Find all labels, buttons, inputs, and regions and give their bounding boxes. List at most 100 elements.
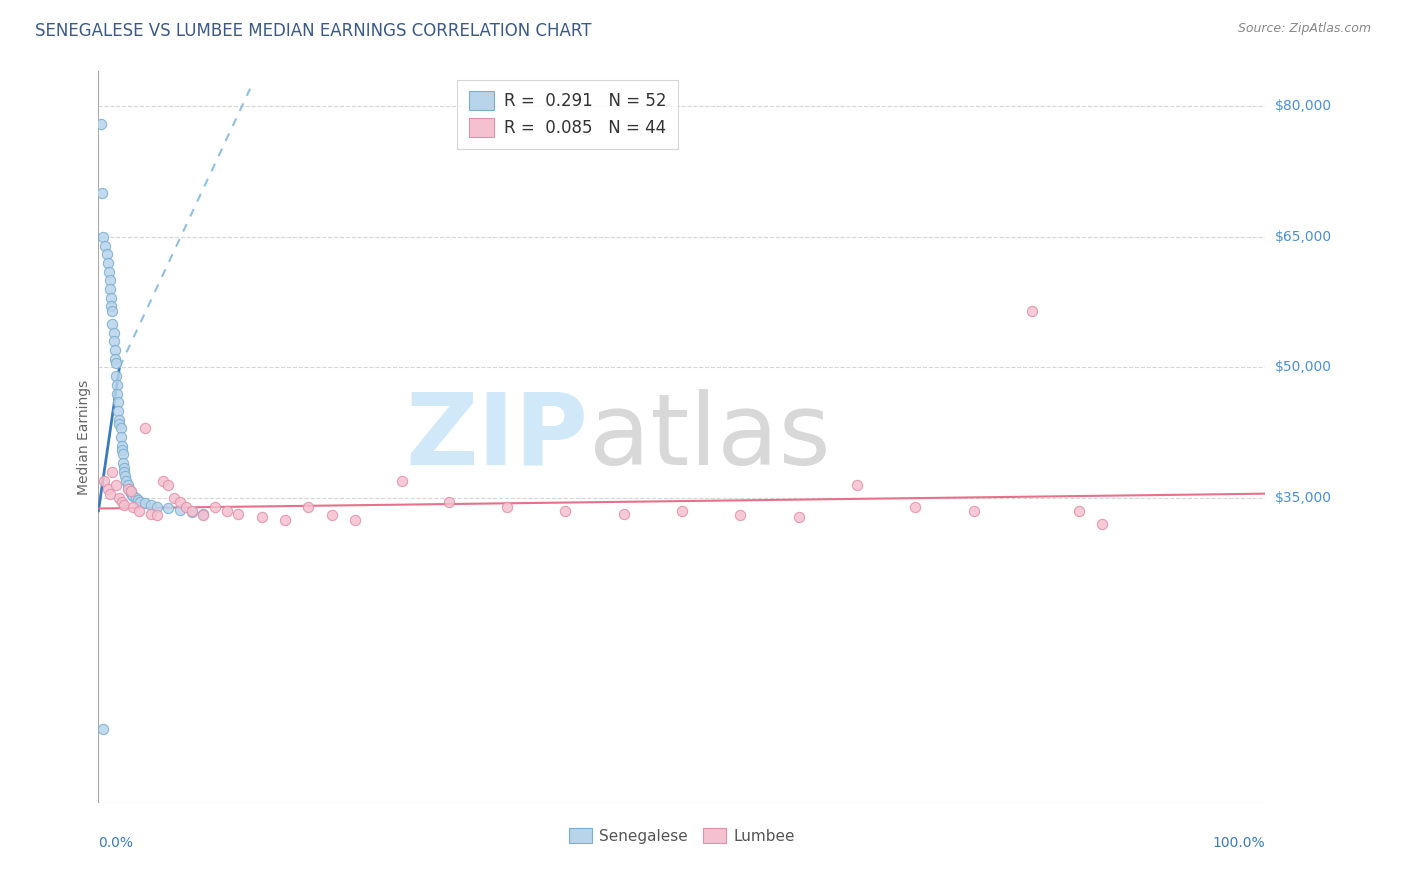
Point <box>169 495 191 509</box>
Point <box>120 485 142 500</box>
Point <box>1067 504 1090 518</box>
Point <box>321 508 343 523</box>
Point <box>104 343 127 357</box>
Point <box>204 500 226 514</box>
Point <box>97 483 120 497</box>
Point <box>118 484 141 499</box>
Point <box>125 491 148 505</box>
Point <box>111 456 134 470</box>
Point <box>97 265 120 279</box>
Point <box>93 474 115 488</box>
Point <box>134 496 156 510</box>
Point <box>169 503 191 517</box>
Point <box>129 494 152 508</box>
Point <box>104 351 127 366</box>
Point <box>157 478 180 492</box>
Text: atlas: atlas <box>589 389 830 485</box>
Point <box>100 291 122 305</box>
Point <box>108 417 131 431</box>
Point <box>139 498 162 512</box>
Point <box>437 495 460 509</box>
Point <box>139 507 162 521</box>
Text: $50,000: $50,000 <box>1275 360 1331 375</box>
Point <box>112 498 135 512</box>
Point <box>97 256 120 270</box>
Point <box>193 508 215 523</box>
Point <box>215 504 238 518</box>
Point <box>100 300 122 314</box>
Point <box>118 483 141 497</box>
Text: 0.0%: 0.0% <box>98 836 134 850</box>
Point <box>152 474 174 488</box>
Point <box>730 508 752 523</box>
Point <box>174 500 197 514</box>
Point <box>101 465 124 479</box>
Point <box>98 486 121 500</box>
Point <box>110 421 132 435</box>
Point <box>111 439 134 453</box>
Point <box>108 412 131 426</box>
Point <box>671 504 693 518</box>
Text: 100.0%: 100.0% <box>1213 836 1265 850</box>
Point <box>111 448 134 462</box>
Point <box>103 334 125 349</box>
Point <box>91 722 114 736</box>
Point <box>101 317 124 331</box>
Point <box>122 500 145 514</box>
Point <box>193 507 215 521</box>
Text: SENEGALESE VS LUMBEE MEDIAN EARNINGS CORRELATION CHART: SENEGALESE VS LUMBEE MEDIAN EARNINGS COR… <box>35 22 592 40</box>
Point <box>98 273 121 287</box>
Text: $65,000: $65,000 <box>1275 230 1331 244</box>
Point <box>101 303 124 318</box>
Point <box>112 465 135 479</box>
Point <box>115 474 138 488</box>
Point <box>98 282 121 296</box>
Point <box>157 501 180 516</box>
Point <box>134 421 156 435</box>
Point <box>274 513 297 527</box>
Point <box>128 504 150 518</box>
Point <box>114 469 136 483</box>
Point <box>163 491 186 505</box>
Point <box>613 507 636 521</box>
Point <box>180 504 202 518</box>
Point <box>112 460 135 475</box>
Point <box>344 513 367 527</box>
Point <box>297 500 319 514</box>
Point <box>228 507 250 521</box>
Point <box>108 491 131 505</box>
Point <box>180 505 202 519</box>
Point <box>104 369 127 384</box>
Legend: Senegalese, Lumbee: Senegalese, Lumbee <box>562 822 801 850</box>
Point <box>391 474 413 488</box>
Y-axis label: Median Earnings: Median Earnings <box>77 379 91 495</box>
Text: $80,000: $80,000 <box>1275 99 1331 113</box>
Point <box>105 386 128 401</box>
Point <box>94 238 117 252</box>
Point <box>103 326 125 340</box>
Point <box>117 483 139 497</box>
Point <box>787 510 810 524</box>
Point <box>904 500 927 514</box>
Point <box>250 510 273 524</box>
Point <box>104 478 127 492</box>
Point <box>96 247 118 261</box>
Point <box>121 487 143 501</box>
Text: $35,000: $35,000 <box>1275 491 1331 505</box>
Point <box>127 492 149 507</box>
Point <box>117 478 139 492</box>
Point <box>90 186 112 201</box>
Point <box>146 500 169 514</box>
Point <box>496 500 519 514</box>
Point <box>1091 517 1114 532</box>
Point <box>110 430 132 444</box>
Point <box>107 395 129 409</box>
Point <box>846 478 869 492</box>
Point <box>146 508 169 523</box>
Point <box>104 356 127 370</box>
Point <box>554 504 576 518</box>
Point <box>107 404 129 418</box>
Point <box>962 504 984 518</box>
Point <box>90 117 112 131</box>
Point <box>111 495 134 509</box>
